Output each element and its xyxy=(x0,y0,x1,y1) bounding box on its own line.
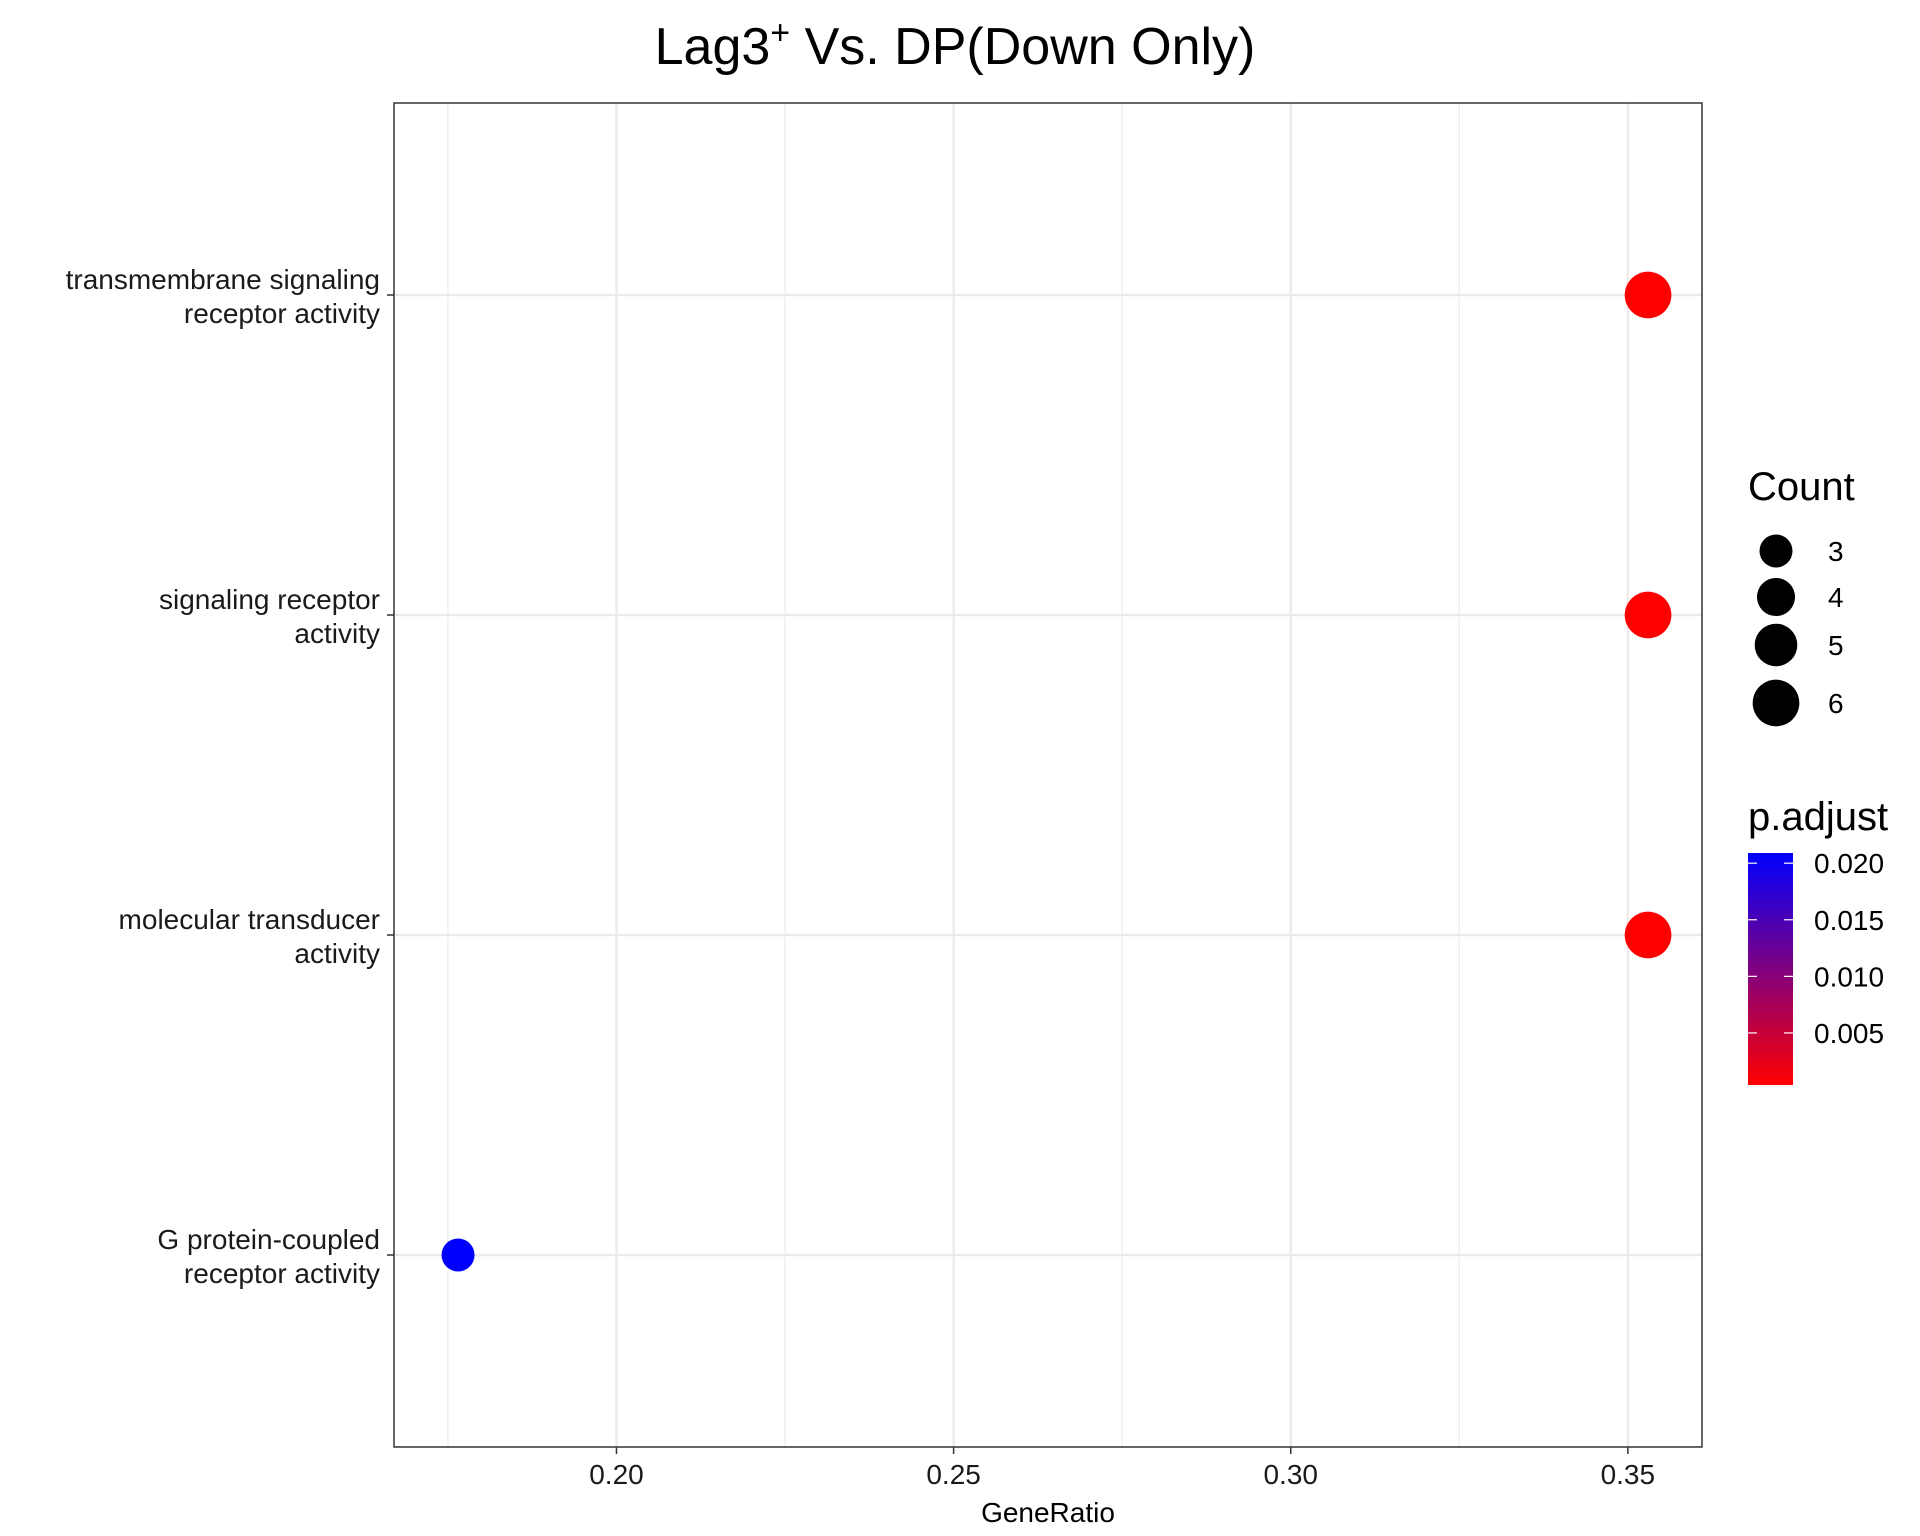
count-legend-key xyxy=(1756,577,1796,617)
data-point xyxy=(441,1238,475,1272)
p-adjust-legend-title: p.adjust xyxy=(1748,795,1888,839)
y-category-label: molecular transducer activity xyxy=(119,904,380,969)
panel-border xyxy=(393,102,1703,1448)
y-category-label: G protein-coupled receptor activity xyxy=(157,1224,380,1289)
p-adjust-legend-label: 0.020 xyxy=(1814,848,1884,879)
count-legend: Count 3 4 5 6 xyxy=(1748,465,1855,727)
count-legend-key xyxy=(1752,679,1800,727)
x-tick-label: 0.20 xyxy=(589,1459,644,1490)
count-legend-key xyxy=(1759,534,1793,568)
count-legend-label: 5 xyxy=(1828,630,1844,661)
data-point xyxy=(1624,591,1672,639)
x-axis: 0.20 0.25 0.30 0.35 xyxy=(589,1447,1655,1490)
y-category-label: transmembrane signaling receptor activity xyxy=(66,264,380,329)
y-category-label: signaling receptor activity xyxy=(159,584,380,649)
data-point xyxy=(1624,271,1672,319)
p-adjust-legend: p.adjust 0.020 0.015 0.010 0.005 xyxy=(1748,795,1888,1085)
x-tick-label: 0.30 xyxy=(1263,1459,1318,1490)
chart-title: Lag3+ Vs. DP(Down Only) xyxy=(655,14,1256,76)
x-axis-title: GeneRatio xyxy=(981,1497,1115,1528)
count-legend-label: 4 xyxy=(1828,582,1844,613)
grid-lines xyxy=(394,103,1702,1447)
p-adjust-colorbar xyxy=(1748,853,1793,1085)
x-tick-label: 0.25 xyxy=(926,1459,981,1490)
count-legend-label: 6 xyxy=(1828,688,1844,719)
count-legend-key xyxy=(1754,623,1798,667)
count-legend-title: Count xyxy=(1748,465,1855,509)
p-adjust-legend-label: 0.005 xyxy=(1814,1018,1884,1049)
data-points xyxy=(441,271,1672,1272)
y-axis: transmembrane signaling receptor activity… xyxy=(66,264,394,1289)
count-legend-label: 3 xyxy=(1828,536,1844,567)
p-adjust-legend-label: 0.010 xyxy=(1814,961,1884,992)
data-point xyxy=(1624,911,1672,959)
x-tick-label: 0.35 xyxy=(1601,1459,1656,1490)
p-adjust-legend-label: 0.015 xyxy=(1814,905,1884,936)
